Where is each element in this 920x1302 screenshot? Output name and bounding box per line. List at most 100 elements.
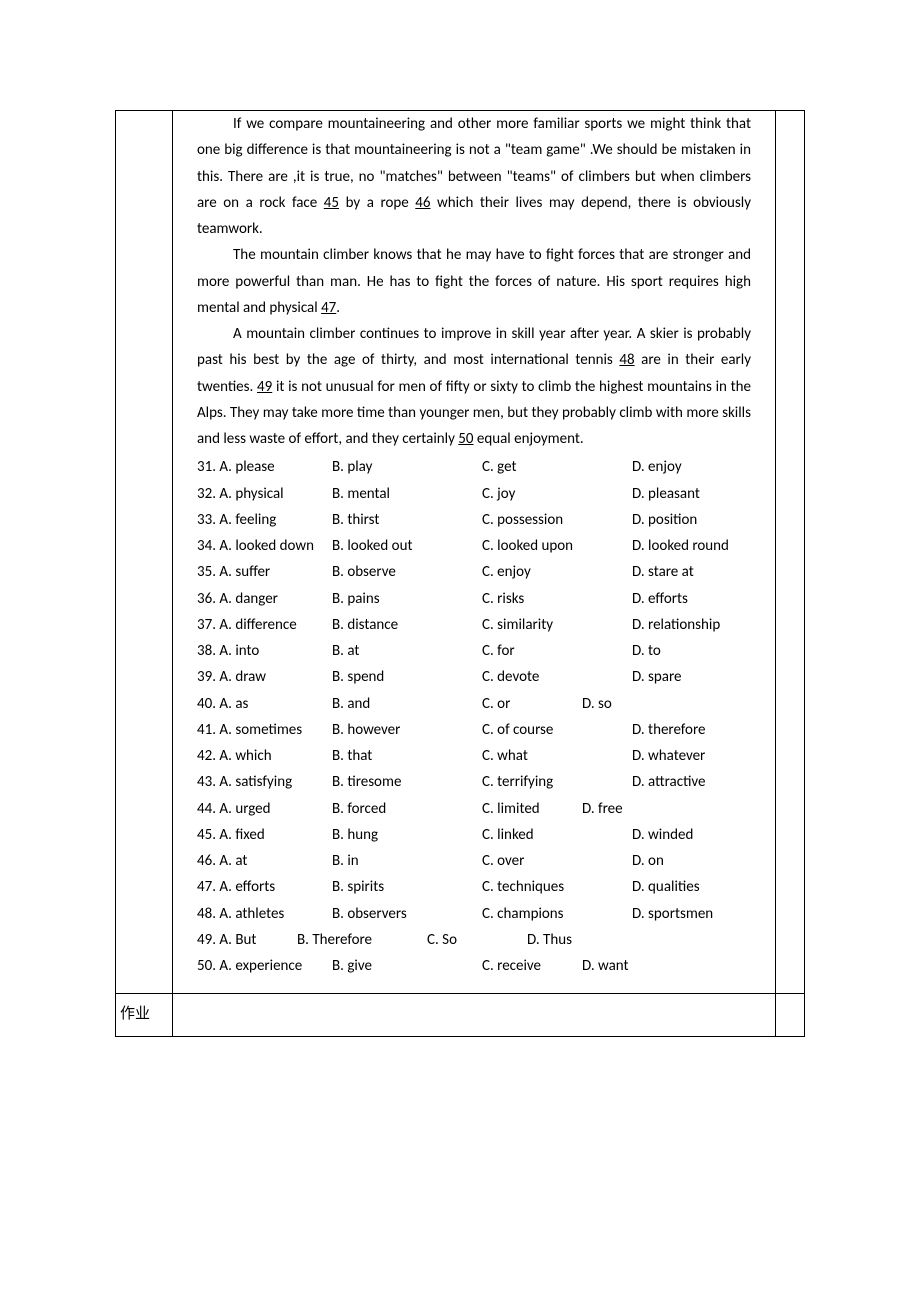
option-a: 34. A. looked down [197, 533, 332, 559]
option-a: 40. A. as [197, 691, 332, 717]
option-d: D. pleasant [632, 481, 700, 507]
option-b: B. pains [332, 586, 482, 612]
option-d: D. attractive [632, 769, 706, 795]
option-b: B. in [332, 848, 482, 874]
option-d: D. so [582, 691, 612, 717]
option-c: C. joy [482, 481, 632, 507]
option-row: 35. A. sufferB. observeC. enjoyD. stare … [197, 559, 751, 585]
option-b: B. at [332, 638, 482, 664]
left-label-cell [116, 111, 173, 994]
option-c: C. similarity [482, 612, 632, 638]
option-row: 34. A. looked downB. looked outC. looked… [197, 533, 751, 559]
option-a: 46. A. at [197, 848, 332, 874]
option-row: 50. A. experienceB. giveC. receiveD. wan… [197, 953, 751, 979]
option-c: C. terrifying [482, 769, 632, 795]
bottom-content-cell [173, 994, 776, 1037]
option-c: C. what [482, 743, 632, 769]
option-c: C. receive [482, 953, 582, 979]
option-b: B. looked out [332, 533, 482, 559]
option-a: 36. A. danger [197, 586, 332, 612]
blank-48: 48 [619, 351, 634, 369]
option-a: 33. A. feeling [197, 507, 332, 533]
option-a: 41. A. sometimes [197, 717, 332, 743]
option-a: 39. A. draw [197, 664, 332, 690]
homework-label-cell: 作业 [116, 994, 173, 1037]
blank-50: 50 [458, 430, 473, 448]
paragraph-2: The mountain climber knows that he may h… [197, 242, 751, 321]
bottom-right-cell [776, 994, 805, 1037]
option-d: D. relationship [632, 612, 720, 638]
option-a: 49. A. But [197, 927, 297, 953]
option-row: 40. A. asB. andC. orD. so [197, 691, 751, 717]
option-row: 49. A. ButB. ThereforeC. SoD. Thus [197, 927, 751, 953]
blank-49: 49 [257, 378, 272, 396]
blank-45: 45 [324, 194, 339, 212]
blank-46: 46 [415, 194, 430, 212]
option-d: D. qualities [632, 874, 700, 900]
option-d: D. to [632, 638, 661, 664]
page: If we compare mountaineering and other m… [0, 0, 920, 1037]
option-a: 50. A. experience [197, 953, 332, 979]
option-c: C. get [482, 454, 632, 480]
option-d: D. spare [632, 664, 681, 690]
option-c: C. techniques [482, 874, 632, 900]
option-a: 48. A. athletes [197, 901, 332, 927]
option-row: 31. A. pleaseB. playC. getD. enjoy [197, 454, 751, 480]
option-b: B. tiresome [332, 769, 482, 795]
option-row: 36. A. dangerB. painsC. risksD. efforts [197, 586, 751, 612]
option-b: B. observers [332, 901, 482, 927]
option-d: D. efforts [632, 586, 688, 612]
option-b: B. distance [332, 612, 482, 638]
option-c: C. limited [482, 796, 582, 822]
option-b: B. and [332, 691, 482, 717]
option-b: B. forced [332, 796, 482, 822]
option-b: B. however [332, 717, 482, 743]
p1-text-b: by a rope [339, 194, 415, 212]
blank-47: 47 [321, 299, 336, 317]
option-a: 47. A. efforts [197, 874, 332, 900]
paragraph-3: A mountain climber continues to improve … [197, 321, 751, 452]
p2-text-a: The mountain climber knows that he may h… [197, 246, 751, 317]
option-a: 38. A. into [197, 638, 332, 664]
option-b: B. thirst [332, 507, 482, 533]
option-row: 48. A. athletesB. observersC. championsD… [197, 901, 751, 927]
option-d: D. therefore [632, 717, 705, 743]
option-d: D. on [632, 848, 664, 874]
option-b: B. observe [332, 559, 482, 585]
option-c: C. possession [482, 507, 632, 533]
option-c: C. enjoy [482, 559, 632, 585]
p2-text-b: . [336, 299, 340, 317]
option-d: D. Thus [527, 927, 572, 953]
option-a: 44. A. urged [197, 796, 332, 822]
option-a: 35. A. suffer [197, 559, 332, 585]
option-row: 33. A. feelingB. thirstC. possessionD. p… [197, 507, 751, 533]
option-row: 32. A. physicalB. mentalC. joyD. pleasan… [197, 481, 751, 507]
option-c: C. risks [482, 586, 632, 612]
option-a: 32. A. physical [197, 481, 332, 507]
option-d: D. sportsmen [632, 901, 713, 927]
option-row: 38. A. intoB. atC. forD. to [197, 638, 751, 664]
option-d: D. whatever [632, 743, 705, 769]
option-a: 43. A. satisfying [197, 769, 332, 795]
option-row: 37. A. differenceB. distanceC. similarit… [197, 612, 751, 638]
option-b: B. spirits [332, 874, 482, 900]
option-a: 45. A. fixed [197, 822, 332, 848]
option-b: B. mental [332, 481, 482, 507]
option-c: C. devote [482, 664, 632, 690]
option-a: 31. A. please [197, 454, 332, 480]
option-b: B. give [332, 953, 482, 979]
option-c: C. of course [482, 717, 632, 743]
option-b: B. that [332, 743, 482, 769]
option-c: C. champions [482, 901, 632, 927]
right-margin-cell [776, 111, 805, 994]
option-d: D. want [582, 953, 629, 979]
bottom-row: 作业 [116, 994, 805, 1037]
paragraph-1: If we compare mountaineering and other m… [197, 111, 751, 242]
option-row: 43. A. satisfyingB. tiresomeC. terrifyin… [197, 769, 751, 795]
option-b: B. play [332, 454, 482, 480]
options-block: 31. A. pleaseB. playC. getD. enjoy32. A.… [197, 454, 751, 979]
option-b: B. spend [332, 664, 482, 690]
option-row: 46. A. atB. inC. overD. on [197, 848, 751, 874]
option-c: C. or [482, 691, 582, 717]
p3-text-d: equal enjoyment. [474, 430, 584, 448]
